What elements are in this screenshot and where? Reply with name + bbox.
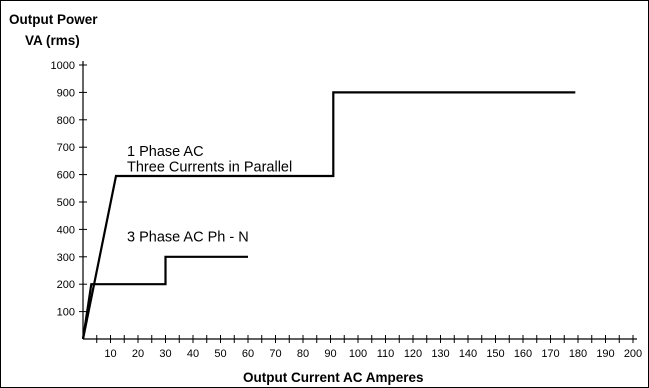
x-tick-label: 40 <box>187 348 199 360</box>
x-tick-label: 20 <box>132 348 144 360</box>
x-axis-ticks: 10 20 30 40 50 60 70 80 90 100 110 120 130 140 150 160 1… <box>96 335 642 360</box>
x-tick-label: 80 <box>297 348 309 360</box>
y-tick-label: 100 <box>57 307 75 319</box>
x-tick-label: 60 <box>242 348 254 360</box>
x-tick-label: 120 <box>404 348 422 360</box>
x-tick-label: 200 <box>624 348 642 360</box>
x-tick-label: 180 <box>569 348 587 360</box>
x-tick-label: 150 <box>486 348 504 360</box>
y-axis-ticks: 100 200 300 400 500 600 700 800 900 1000 <box>51 60 87 319</box>
y-axis-title-line-2: VA (rms) <box>25 33 80 48</box>
y-tick-label: 900 <box>57 87 75 99</box>
y-tick-label: 800 <box>57 115 75 127</box>
x-tick-label: 160 <box>514 348 532 360</box>
x-tick-label: 90 <box>324 348 336 360</box>
y-tick-label: 600 <box>57 170 75 182</box>
annotation-2: Three Currents in Parallel <box>127 159 292 175</box>
y-tick-label: 400 <box>57 224 75 236</box>
x-tick-label: 100 <box>349 348 367 360</box>
series-line-2 <box>81 255 248 340</box>
y-tick-label: 200 <box>57 279 75 291</box>
x-tick-label: 70 <box>269 348 281 360</box>
y-axis-title-line-1: Output Power <box>9 12 98 27</box>
y-tick-label: 500 <box>57 197 75 209</box>
x-tick-label: 140 <box>459 348 477 360</box>
x-tick-label: 110 <box>377 348 395 360</box>
series-line-1 <box>81 91 576 340</box>
x-tick-label: 50 <box>214 348 226 360</box>
x-tick-label: 10 <box>104 348 116 360</box>
x-axis-title: Output Current AC Amperes <box>243 370 424 385</box>
x-tick-label: 30 <box>159 348 171 360</box>
annotation-1: 1 Phase AC <box>127 144 204 160</box>
series-group <box>81 91 576 340</box>
axes <box>82 61 637 340</box>
y-tick-label: 300 <box>57 252 75 264</box>
x-tick-label: 170 <box>541 348 559 360</box>
x-tick-label: 130 <box>431 348 449 360</box>
y-tick-label: 700 <box>57 142 75 154</box>
x-tick-label: 190 <box>596 348 614 360</box>
annotation-3: 3 Phase AC Ph - N <box>127 230 249 246</box>
y-tick-label: 1000 <box>51 60 75 72</box>
